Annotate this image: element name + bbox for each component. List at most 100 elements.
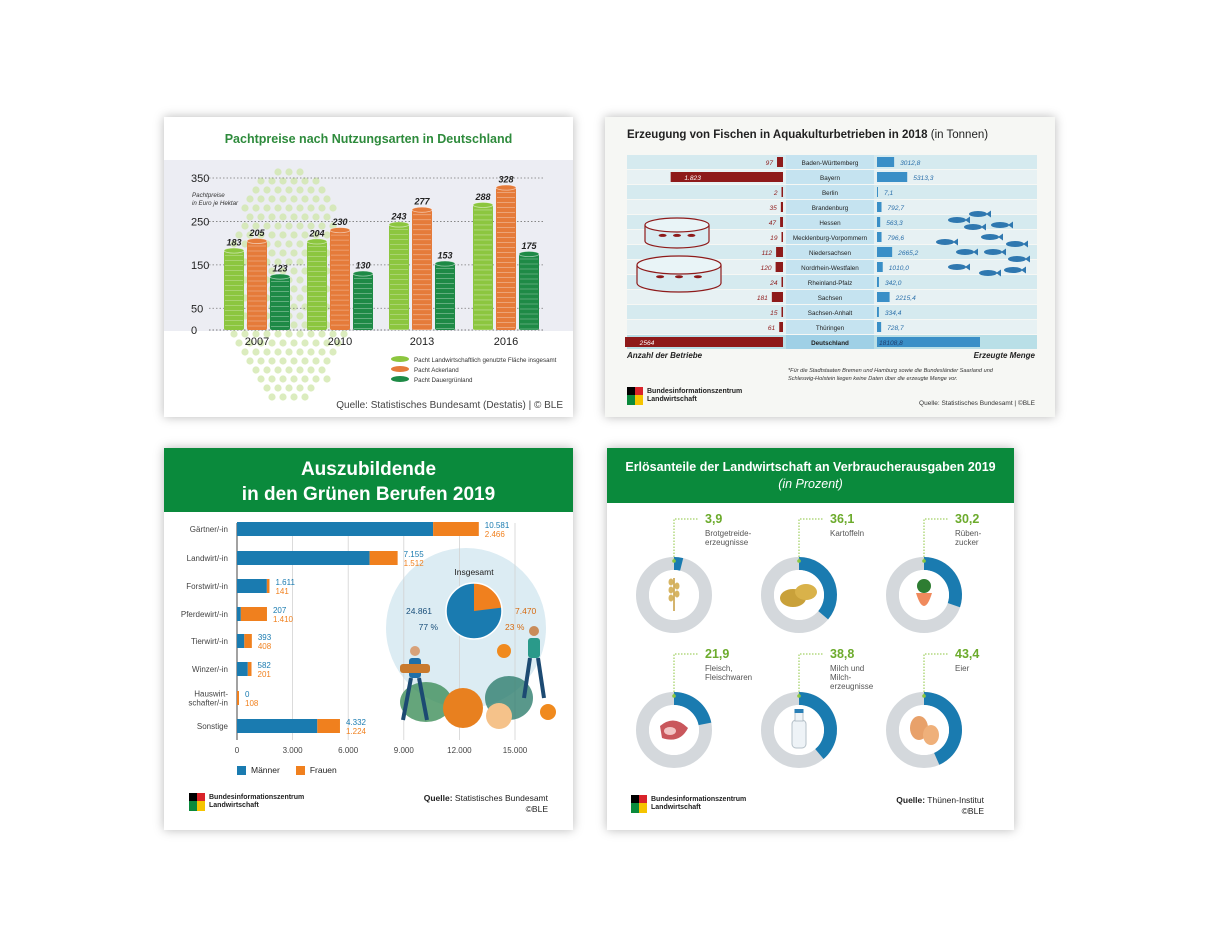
erloes-title-line1: Erlösanteile der Landwirtschaft an Verbr…	[625, 460, 996, 474]
bar-top	[223, 247, 245, 254]
betriebe-label: 120	[761, 265, 772, 272]
map-dot	[230, 330, 238, 338]
bar-frauen	[317, 719, 340, 733]
fish-icon	[969, 211, 987, 217]
leader-dot	[797, 559, 801, 563]
fish-icon	[956, 249, 974, 255]
label-maenner: 7.155	[404, 550, 425, 559]
betriebe-bar	[771, 292, 783, 302]
betriebe-bar	[780, 202, 783, 212]
menge-label: 2215,4	[895, 295, 917, 302]
menge-label: 728,7	[887, 325, 904, 332]
fische-title-main: Erzeugung von Fischen in Aquakulturbetri…	[627, 129, 928, 141]
pie-outline	[445, 582, 503, 640]
erloes-logo-text: Bundesinformationszentrum Landwirtschaft	[651, 796, 747, 811]
pie-maenner-value: 24.861	[406, 606, 432, 616]
map-dot	[296, 240, 304, 248]
betriebe-label: 2	[773, 190, 778, 197]
legend-swatch	[391, 356, 409, 362]
crate-icon	[400, 664, 430, 673]
map-dot	[323, 375, 331, 383]
data-label: 205	[248, 228, 265, 238]
menge-bar	[877, 157, 895, 167]
label-maenner: 582	[258, 661, 272, 670]
menge-bar	[877, 247, 893, 257]
fish-icon	[984, 249, 1002, 255]
map-dot	[323, 213, 331, 221]
y-tick-label: 50	[191, 303, 203, 315]
map-dot	[323, 357, 331, 365]
state-cell	[786, 215, 874, 229]
bar-frauen	[247, 662, 252, 676]
menge-label: 342,0	[885, 280, 902, 287]
map-dot	[263, 330, 271, 338]
map-dot	[252, 330, 260, 338]
map-dot	[329, 204, 337, 212]
value-label: 30,2	[955, 512, 979, 526]
pumpkin-icon	[497, 644, 511, 658]
fish-tail	[1021, 266, 1026, 274]
tank-fish-icon	[658, 233, 667, 237]
bar-2007-1	[247, 240, 267, 330]
fische-title-unit: (in Tonnen)	[930, 129, 989, 141]
betriebe-bar	[775, 262, 783, 272]
bar-frauen	[266, 579, 270, 593]
label-maenner: 10.581	[485, 521, 510, 530]
menge-bar	[877, 307, 879, 317]
bar-top	[306, 238, 328, 245]
map-dot	[290, 375, 298, 383]
fische-footnote-line1: *Für die Stadtstaaten Bremen und Hamburg…	[788, 368, 993, 374]
map-dot	[312, 375, 320, 383]
category-label: Milch und Milch-erzeugnisse	[830, 664, 874, 691]
label-frauen: 2.466	[485, 530, 506, 539]
bar-top	[388, 221, 410, 228]
erloes-header: Erlösanteile der Landwirtschaft an Verbr…	[607, 448, 1014, 503]
state-cell	[786, 230, 874, 244]
bar-2016-1	[496, 187, 516, 330]
data-label: 277	[413, 197, 430, 207]
fish-tail	[986, 210, 991, 218]
map-dot	[252, 186, 260, 194]
map-dot	[274, 240, 282, 248]
fish-tail	[965, 263, 970, 271]
map-dot	[285, 168, 293, 176]
map-dot	[301, 321, 309, 329]
pachtpreise-card: Pachtpreise nach Nutzungsarten in Deutsc…	[164, 117, 573, 417]
tank-fish-icon	[675, 275, 683, 279]
map-dot	[268, 267, 276, 275]
pumpkin-icon	[540, 704, 556, 720]
map-dot	[274, 348, 282, 356]
map-dot	[329, 348, 337, 356]
betriebe-label: 1.823	[684, 175, 701, 182]
azubi-copyright: ©BLE	[525, 804, 548, 814]
category-label: Landwirt/-in	[187, 554, 228, 563]
fish-icon	[1008, 256, 1026, 262]
menge-label: 18108,8	[879, 340, 903, 347]
data-label: 183	[226, 238, 241, 248]
pumpkin-icon	[443, 688, 483, 728]
map-dot	[274, 186, 282, 194]
x-tick-label: 2016	[494, 336, 518, 348]
leader-line	[798, 653, 823, 695]
bar-frauen	[369, 551, 398, 565]
azubi-header: Auszubildende in den Grünen Berufen 2019	[164, 448, 573, 512]
bar-frauen	[240, 607, 267, 621]
fische-left-axis-label: Anzahl der Betriebe	[627, 351, 703, 360]
erloes-source: Quelle: Thünen-Institut ©BLE	[896, 795, 984, 817]
wheat-grain	[668, 578, 674, 586]
menge-label: 792,7	[888, 205, 905, 212]
menge-bar	[877, 202, 882, 212]
person-legs	[401, 677, 429, 721]
legend-swatch	[391, 366, 409, 372]
pie-title: Insgesamt	[454, 567, 494, 577]
value-label: 43,4	[955, 647, 979, 661]
map-dot	[307, 366, 315, 374]
azubi-title-line2: in den Grünen Berufen 2019	[241, 484, 496, 505]
map-dot	[307, 384, 315, 392]
fish-tail	[1001, 248, 1006, 256]
map-dot	[307, 186, 315, 194]
pachtpreise-title: Pachtpreise nach Nutzungsarten in Deutsc…	[224, 132, 513, 146]
category-label: Sonstige	[197, 722, 229, 731]
pachtpreise-source: Quelle: Statistisches Bundesamt (Destati…	[336, 400, 563, 411]
wheat-grain	[674, 590, 680, 598]
